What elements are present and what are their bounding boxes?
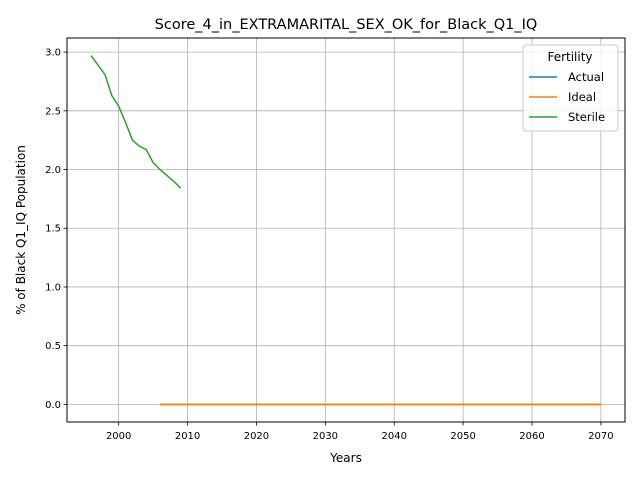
y-tick-label: 1.5 bbox=[45, 224, 61, 235]
legend-box bbox=[522, 44, 619, 132]
y-tick-label: 1.0 bbox=[45, 282, 61, 293]
x-tick-label: 2050 bbox=[450, 431, 475, 442]
y-tick-label: 2.5 bbox=[45, 106, 61, 117]
legend-label-actual: Actual bbox=[568, 70, 604, 84]
x-tick-label: 2020 bbox=[244, 431, 269, 442]
x-tick-label: 2060 bbox=[519, 431, 544, 442]
x-tick-label: 2000 bbox=[106, 431, 131, 442]
series-lines bbox=[90, 55, 601, 406]
x-axis-ticks: 2000 2010 2020 2030 2040 2050 2060 2070 bbox=[106, 422, 614, 442]
legend-title: Fertility bbox=[547, 50, 592, 64]
y-tick-label: 3.0 bbox=[45, 48, 61, 59]
legend-label-ideal: Ideal bbox=[568, 90, 596, 104]
y-axis-label: % of Black Q1_IQ Population bbox=[14, 145, 28, 315]
x-tick-label: 2040 bbox=[381, 431, 406, 442]
x-tick-label: 2030 bbox=[313, 431, 338, 442]
x-axis-label: Years bbox=[329, 451, 362, 465]
series-line-sterile bbox=[90, 55, 182, 189]
x-tick-label: 2010 bbox=[175, 431, 200, 442]
y-tick-label: 0.0 bbox=[45, 400, 61, 411]
legend-items: Actual Ideal Sterile bbox=[529, 70, 605, 124]
chart-title: Score_4_in_EXTRAMARITAL_SEX_OK_for_Black… bbox=[155, 17, 538, 33]
y-tick-label: 2.0 bbox=[45, 165, 61, 176]
legend-label-sterile: Sterile bbox=[568, 110, 605, 124]
legend: Fertility Actual Ideal Sterile bbox=[522, 44, 619, 132]
plot-frame bbox=[66, 37, 626, 423]
y-tick-label: 0.5 bbox=[45, 341, 61, 352]
x-tick-label: 2070 bbox=[588, 431, 613, 442]
y-axis-ticks: 0.0 0.5 1.0 1.5 2.0 2.5 3.0 bbox=[45, 48, 67, 411]
